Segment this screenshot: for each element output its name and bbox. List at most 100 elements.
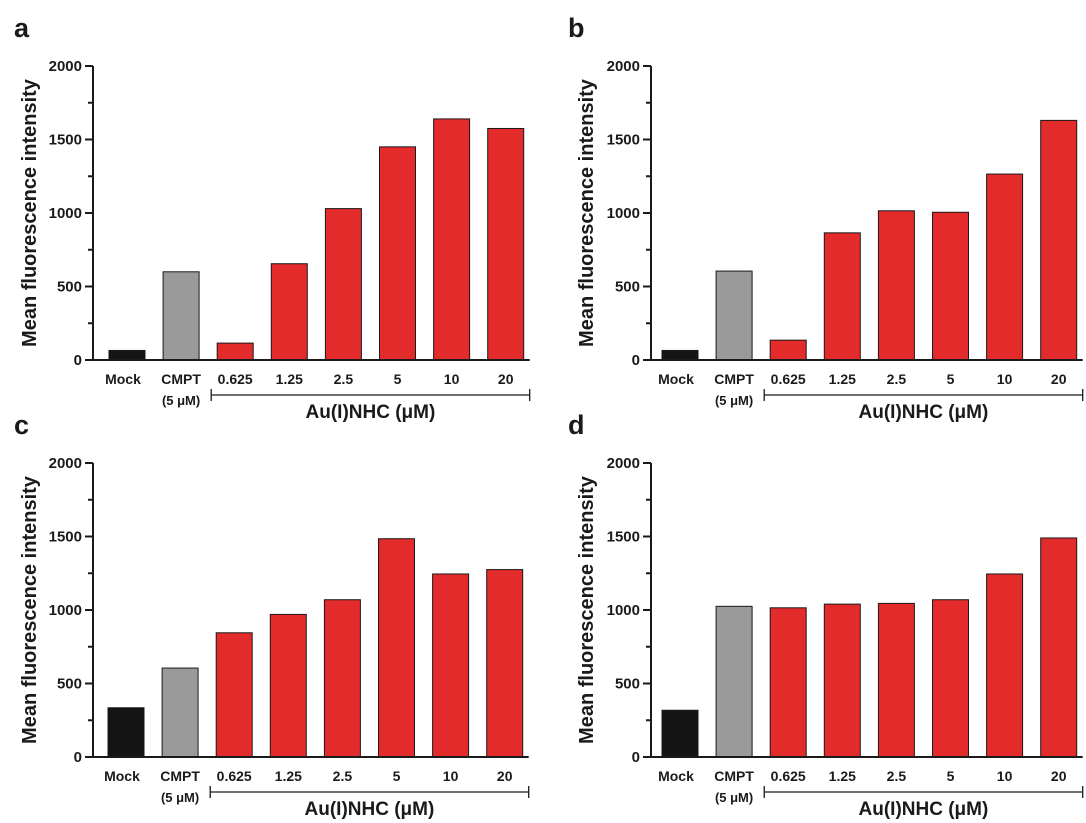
- group-label: Au(I)NHC (μM): [859, 799, 989, 820]
- x-tick-label: 2.5: [333, 768, 353, 784]
- bar-CMPT: [715, 270, 753, 361]
- group-label: Au(I)NHC (μM): [859, 402, 989, 423]
- bar-10: [986, 173, 1024, 361]
- x-tick-label: CMPT: [160, 768, 200, 784]
- y-axis-label: Mean fluorescence intensity: [576, 78, 598, 347]
- chart-panel-c: c Mean fluorescence intensity 0 500 1000 1500…: [14, 410, 530, 820]
- bar-1.25: [823, 232, 861, 361]
- group-label: Au(I)NHC (μM): [306, 402, 436, 423]
- x-tick-label: 0.625: [218, 371, 253, 387]
- group-bracket: [210, 389, 531, 401]
- x-tick-label: 1.25: [829, 768, 856, 784]
- y-axis-label: Mean fluorescence intensity: [19, 78, 41, 347]
- bar-Mock: [108, 349, 146, 361]
- x-tick-label: 0.625: [217, 768, 252, 784]
- group-bracket: [763, 786, 1084, 798]
- x-tick-label: 20: [498, 371, 514, 387]
- x-tick-label: 5: [947, 768, 955, 784]
- x-tick-label: Mock: [658, 371, 694, 387]
- bar-CMPT: [715, 605, 753, 758]
- bar-20: [486, 569, 524, 758]
- bar-1.25: [269, 613, 307, 758]
- x-tick-label: 5: [393, 768, 401, 784]
- bar-5: [932, 599, 969, 758]
- group-label: Au(I)NHC (μM): [305, 799, 435, 820]
- y-tick-label: 1500: [49, 132, 82, 149]
- bar-1.25: [823, 603, 861, 758]
- x-tick-label: 10: [444, 371, 460, 387]
- bar-20: [487, 127, 525, 361]
- panel-letter: c: [14, 410, 29, 440]
- y-tick-label: 1500: [607, 132, 640, 149]
- bar-0.625: [769, 607, 807, 758]
- bar-10: [986, 573, 1024, 758]
- y-axis-label: Mean fluorescence intensity: [19, 475, 41, 744]
- chart-panel-a: a Mean fluorescence intensity 0 500 1000 1500…: [14, 13, 531, 423]
- bar-1.25: [270, 263, 308, 361]
- x-tick-label: CMPT: [161, 371, 201, 387]
- bar-5: [932, 211, 969, 361]
- panel-letter: b: [568, 13, 585, 43]
- x-tick-label: 2.5: [887, 768, 907, 784]
- y-tick-label: 500: [57, 279, 82, 296]
- x-tick-label: 10: [997, 768, 1013, 784]
- x-tick-label: CMPT: [714, 371, 754, 387]
- y-tick-label: 0: [632, 352, 640, 369]
- reference-concentration-label: (5 μM): [715, 393, 753, 408]
- x-tick-label: 0.625: [771, 371, 806, 387]
- y-tick-label: 0: [74, 749, 82, 766]
- y-tick-label: 1000: [49, 602, 82, 619]
- bar-10: [432, 573, 470, 758]
- y-tick-label: 2000: [49, 58, 82, 75]
- x-tick-label: 10: [443, 768, 459, 784]
- bar-Mock: [107, 707, 145, 758]
- reference-concentration-label: (5 μM): [162, 393, 200, 408]
- x-tick-label: 10: [997, 371, 1013, 387]
- panel-letter: a: [14, 13, 30, 43]
- x-tick-label: Mock: [105, 371, 141, 387]
- reference-concentration-label: (5 μM): [161, 790, 199, 805]
- bar-Mock: [661, 709, 699, 758]
- x-tick-label: 20: [497, 768, 513, 784]
- y-tick-label: 1500: [607, 529, 640, 546]
- bar-5: [379, 146, 416, 361]
- bar-CMPT: [162, 271, 200, 361]
- y-tick-label: 500: [57, 676, 82, 693]
- bar-20: [1040, 537, 1078, 758]
- x-tick-label: 5: [394, 371, 402, 387]
- y-tick-label: 500: [615, 676, 640, 693]
- bar-10: [433, 118, 471, 361]
- panel-letter: d: [568, 410, 585, 440]
- x-tick-label: CMPT: [714, 768, 754, 784]
- y-axis-label: Mean fluorescence intensity: [576, 475, 598, 744]
- y-tick-label: 500: [615, 279, 640, 296]
- chart-panel-d: d Mean fluorescence intensity 0 500 1000 1500…: [568, 410, 1084, 820]
- bar-2.5: [877, 602, 915, 758]
- group-bracket: [209, 786, 530, 798]
- y-tick-label: 2000: [607, 455, 640, 472]
- bar-0.625: [216, 342, 254, 361]
- bar-0.625: [215, 632, 253, 758]
- y-tick-label: 0: [632, 749, 640, 766]
- x-tick-label: 1.25: [276, 371, 303, 387]
- bar-2.5: [324, 208, 362, 361]
- bar-CMPT: [161, 667, 199, 758]
- bar-0.625: [769, 339, 807, 361]
- x-tick-label: 2.5: [887, 371, 907, 387]
- bar-2.5: [323, 599, 361, 758]
- bar-5: [378, 538, 415, 758]
- y-tick-label: 1000: [607, 205, 640, 222]
- chart-panel-b: b Mean fluorescence intensity 0 500 1000 1500…: [568, 13, 1084, 423]
- x-tick-label: 20: [1051, 371, 1067, 387]
- reference-concentration-label: (5 μM): [715, 790, 753, 805]
- bar-Mock: [661, 349, 699, 361]
- bar-2.5: [877, 210, 915, 361]
- x-tick-label: 1.25: [275, 768, 302, 784]
- group-bracket: [763, 389, 1084, 401]
- y-tick-label: 1000: [49, 205, 82, 222]
- y-tick-label: 1500: [49, 529, 82, 546]
- y-tick-label: 0: [74, 352, 82, 369]
- x-tick-label: Mock: [104, 768, 140, 784]
- x-tick-label: Mock: [658, 768, 694, 784]
